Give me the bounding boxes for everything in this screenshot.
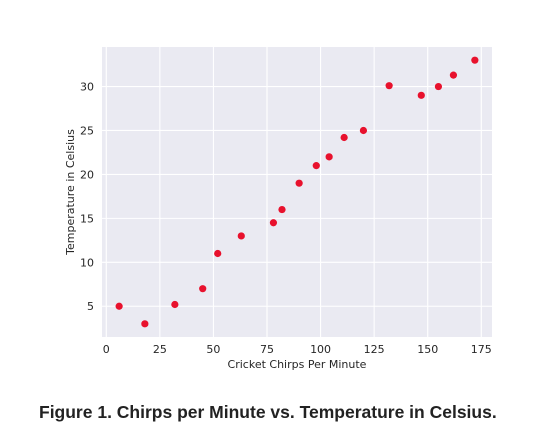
- data-point: [214, 249, 222, 258]
- y-tick-label: 10: [80, 256, 94, 269]
- data-point: [269, 219, 278, 227]
- data-point: [278, 205, 286, 214]
- plot-area: [102, 47, 492, 337]
- x-tick-label: 175: [471, 343, 492, 356]
- y-tick-label: 15: [80, 212, 94, 225]
- x-tick-label: 50: [206, 343, 220, 356]
- data-point: [449, 71, 458, 79]
- data-point: [471, 56, 479, 64]
- x-tick-label: 75: [260, 343, 274, 356]
- x-axis-title: Cricket Chirps Per Minute: [228, 358, 367, 371]
- x-tick-label: 125: [364, 343, 385, 356]
- y-axis-title: Temperature in Celsius: [64, 129, 77, 256]
- y-tick-label: 25: [80, 124, 94, 137]
- data-point: [199, 285, 207, 293]
- data-point: [417, 91, 425, 99]
- data-point: [295, 179, 303, 187]
- data-point: [385, 82, 393, 90]
- data-point: [359, 126, 368, 135]
- figure-caption: Figure 1. Chirps per Minute vs. Temperat…: [39, 402, 497, 422]
- y-axis-ticks: 5 10 15 20 25 30: [80, 81, 94, 314]
- y-tick-label: 5: [87, 300, 94, 313]
- data-point: [434, 82, 443, 91]
- data-points: [115, 56, 479, 328]
- data-point: [312, 162, 320, 170]
- x-tick-label: 100: [310, 343, 331, 356]
- x-tick-label: 25: [153, 343, 167, 356]
- data-point: [237, 232, 245, 240]
- scatter-chart: 0 25 50 75 100 125 150 175 5 10 15 20 25 30 Cricket …: [64, 47, 492, 371]
- data-point: [340, 133, 348, 142]
- y-tick-label: 20: [80, 168, 94, 181]
- grid-lines: [102, 47, 492, 337]
- y-tick-label: 30: [80, 81, 94, 94]
- x-axis-ticks: 0 25 50 75 100 125 150 175: [103, 343, 492, 356]
- x-tick-label: 150: [417, 343, 438, 356]
- data-point: [141, 320, 149, 328]
- data-point: [171, 300, 179, 309]
- x-tick-label: 0: [103, 343, 110, 356]
- data-point: [325, 153, 333, 161]
- data-point: [115, 302, 123, 310]
